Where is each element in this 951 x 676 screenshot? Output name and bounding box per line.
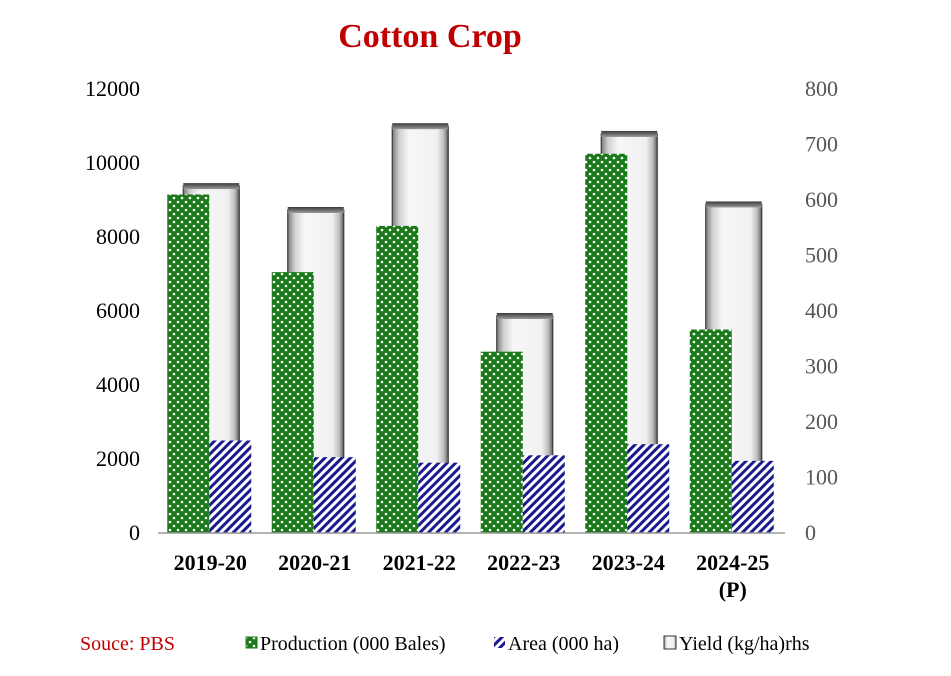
legend-label-area: Area (000 ha) — [508, 633, 619, 655]
right-axis-ticks: 0 100 200 300 400 500 600 700 800 — [805, 76, 838, 545]
legend-swatch-production — [245, 636, 258, 649]
legend-label-production: Production (000 Bales) — [260, 633, 446, 655]
area-bar — [313, 457, 356, 533]
production-bar — [585, 153, 628, 533]
right-tick-label: 500 — [805, 243, 838, 268]
bars-group — [167, 123, 774, 534]
area-bar — [522, 455, 565, 533]
right-tick-label: 300 — [805, 354, 838, 379]
category-group — [167, 183, 252, 534]
left-tick-label: 12000 — [85, 76, 140, 101]
right-tick-label: 400 — [805, 298, 838, 323]
legend-item-production: Production (000 Bales) — [245, 633, 446, 655]
production-bar — [689, 329, 732, 533]
right-tick-label: 100 — [805, 465, 838, 490]
category-group — [480, 312, 565, 534]
yield-bar-cap — [392, 123, 449, 130]
yield-bar-cap — [496, 312, 553, 319]
production-bar — [271, 272, 314, 533]
left-tick-label: 2000 — [96, 446, 140, 471]
category-label: 2020-21 — [278, 550, 351, 575]
legend-item-area: Area (000 ha) — [494, 633, 619, 655]
left-tick-label: 4000 — [96, 372, 140, 397]
category-label: 2019-20 — [174, 550, 247, 575]
yield-bar-cap — [287, 206, 344, 213]
yield-bar-cap — [705, 201, 762, 208]
category-group — [376, 123, 461, 534]
source-note: Souce: PBS — [80, 633, 175, 655]
category-label: 2021-22 — [383, 550, 456, 575]
right-tick-label: 700 — [805, 132, 838, 157]
right-tick-label: 600 — [805, 187, 838, 212]
right-tick-label: 0 — [805, 520, 816, 545]
category-label: 2024-25 (P) — [696, 550, 769, 602]
production-bar — [376, 225, 419, 533]
legend-label-yield: Yield (kg/ha)rhs — [679, 633, 810, 655]
production-bar — [480, 351, 523, 533]
category-group — [689, 201, 774, 534]
category-label: 2023-24 — [592, 550, 665, 575]
left-axis-ticks: 0 2000 4000 6000 8000 10000 12000 — [85, 76, 140, 545]
legend: Production (000 Bales) Area (000 ha) Yie… — [245, 633, 810, 655]
production-bar — [167, 194, 210, 533]
area-bar — [209, 440, 252, 533]
chart-title: Cotton Crop — [338, 18, 522, 55]
category-labels: 2019-20 2020-21 2021-22 2022-23 2023-24 2024-… — [174, 550, 770, 602]
left-tick-label: 8000 — [96, 224, 140, 249]
area-bar — [418, 462, 461, 533]
area-bar — [731, 460, 774, 533]
left-tick-label: 10000 — [85, 150, 140, 175]
legend-swatch-yield — [663, 635, 677, 650]
legend-item-yield: Yield (kg/ha)rhs — [663, 633, 810, 655]
legend-swatch-area — [494, 637, 505, 648]
right-tick-label: 800 — [805, 76, 838, 101]
yield-bar-cap — [183, 183, 240, 190]
right-tick-label: 200 — [805, 409, 838, 434]
left-tick-label: 0 — [129, 520, 140, 545]
category-label: 2022-23 — [487, 550, 560, 575]
category-group — [585, 130, 670, 534]
yield-bar-cap — [601, 130, 658, 137]
category-group — [271, 206, 356, 534]
area-bar — [627, 444, 670, 533]
left-tick-label: 6000 — [96, 298, 140, 323]
